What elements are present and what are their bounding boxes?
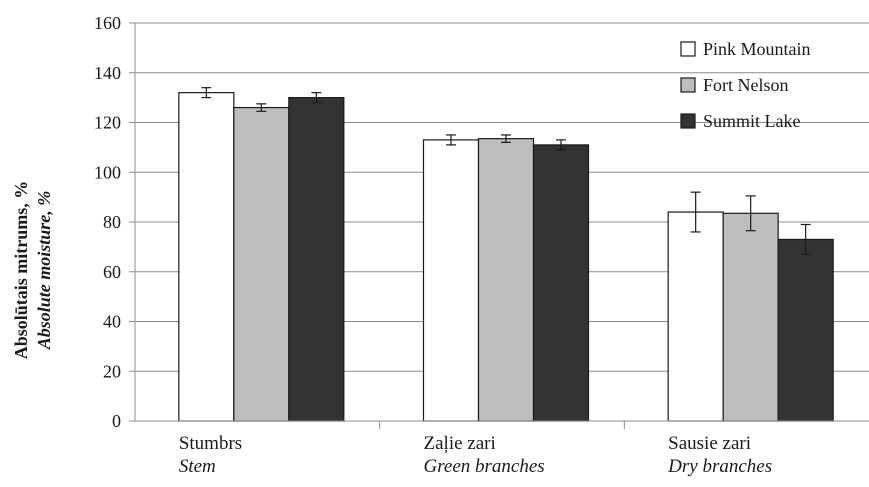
bar-pink-mountain	[422, 139, 480, 422]
y-tick-label: 40	[103, 312, 121, 332]
bars	[178, 87, 834, 422]
y-tick-label: 120	[94, 113, 121, 133]
bar-summit-lake	[777, 238, 834, 422]
y-tick-label: 100	[94, 162, 121, 182]
legend-label: Summit Lake	[703, 111, 801, 131]
x-category-label: Sausie zari	[668, 433, 751, 454]
y-tick-labels: 0 20 40 60 80 100 120 140 160	[94, 13, 121, 431]
y-tick-label: 80	[103, 212, 121, 232]
legend-swatch	[680, 41, 696, 57]
bar-summit-lake	[532, 144, 590, 422]
bar-fort-nelson	[233, 106, 290, 422]
legend-swatch	[680, 113, 696, 129]
y-axis-title: Absolūtais mitrums, % Absolute moisture,…	[11, 181, 54, 360]
y-tick-label: 140	[94, 63, 121, 83]
y-axis-sublabel: Absolute moisture, %	[34, 191, 54, 351]
axes	[129, 22, 869, 429]
bar-fort-nelson	[722, 212, 779, 422]
x-category-label: Zaļie zari	[424, 433, 496, 454]
bar-fort-nelson	[477, 138, 535, 422]
y-tick-label: 20	[103, 361, 121, 381]
x-category-sublabel: Green branches	[424, 456, 545, 477]
y-tick-label: 160	[94, 13, 121, 33]
legend-label: Pink Mountain	[703, 39, 811, 59]
y-axis-label: Absolūtais mitrums, %	[11, 181, 31, 360]
x-category-sublabel: Stem	[179, 456, 216, 477]
x-category-sublabel: Dry branches	[667, 456, 772, 477]
legend: Pink Mountain Fort Nelson Summit Lake	[680, 39, 811, 131]
x-category-label: Stumbrs	[179, 433, 242, 454]
legend-swatch	[680, 77, 696, 93]
y-tick-label: 0	[112, 411, 121, 431]
bar-summit-lake	[288, 97, 345, 422]
y-tick-label: 60	[103, 262, 121, 282]
bar-pink-mountain	[667, 211, 724, 422]
legend-label: Fort Nelson	[703, 75, 789, 95]
bar-pink-mountain	[178, 92, 235, 422]
